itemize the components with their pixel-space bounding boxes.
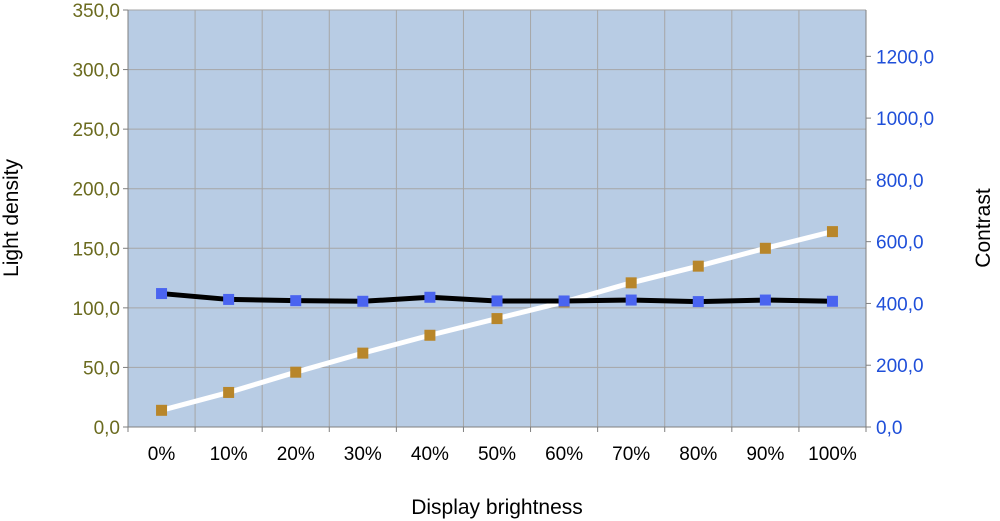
plot-area — [128, 10, 866, 427]
x-tick-label: 50% — [478, 444, 516, 465]
x-tick-label: 70% — [612, 444, 650, 465]
series-right-point — [357, 295, 369, 307]
x-tick-label: 10% — [210, 444, 248, 465]
y-left-axis-title: Light density — [0, 159, 23, 277]
series-right-point — [759, 294, 771, 306]
y-left-tick-label: 0,0 — [94, 418, 120, 439]
y-left-tick-label: 150,0 — [72, 239, 120, 260]
y-right-axis-title: Contrast — [972, 188, 995, 268]
y-right-tick-label: 200,0 — [876, 356, 924, 377]
series-left-point — [290, 366, 302, 378]
series-right-point — [156, 288, 168, 300]
y-left-tick-label: 350,0 — [72, 1, 120, 22]
x-tick-label: 90% — [746, 444, 784, 465]
series-left-point — [357, 347, 369, 359]
series-left-point — [424, 329, 436, 341]
grid — [127, 9, 867, 428]
x-tick-label: 80% — [679, 444, 717, 465]
series-right-point — [558, 295, 570, 307]
series-right-point — [692, 296, 704, 308]
y-left-tick-label: 50,0 — [83, 358, 120, 379]
series-left-point — [692, 260, 704, 272]
series-left-point — [759, 242, 771, 254]
series-layer — [156, 226, 838, 416]
series-left-point — [223, 386, 235, 398]
x-tick-label: 0% — [148, 444, 176, 465]
series-right-point — [424, 291, 436, 303]
x-tick-label: 20% — [277, 444, 315, 465]
series-right-point — [625, 294, 637, 306]
axes — [123, 9, 871, 432]
y-left-tick-label: 300,0 — [72, 61, 120, 82]
series-right-point — [223, 293, 235, 305]
x-tick-label: 30% — [344, 444, 382, 465]
x-tick-label: 100% — [808, 444, 857, 465]
y-right-tick-label: 1200,0 — [876, 47, 934, 68]
x-tick-label: 60% — [545, 444, 583, 465]
y-right-tick-label: 600,0 — [876, 233, 924, 254]
y-left-tick-label: 200,0 — [72, 180, 120, 201]
x-tick-label: 40% — [411, 444, 449, 465]
series-right-point — [491, 295, 503, 307]
x-axis-title: Display brightness — [411, 496, 583, 519]
y-right-tick-label: 0,0 — [876, 418, 902, 439]
tick-labels: 0,0 50,0 100,0 150,0 200,0 250,0 300,0 350,0 0,0… — [72, 1, 934, 465]
series-left-point — [826, 226, 838, 238]
y-right-tick-label: 800,0 — [876, 171, 924, 192]
series-left-point — [625, 277, 637, 289]
y-right-tick-label: 400,0 — [876, 294, 924, 315]
series-right-point — [826, 295, 838, 307]
series-left-point — [491, 313, 503, 325]
series-left-point — [156, 404, 168, 416]
y-right-tick-label: 1000,0 — [876, 109, 934, 130]
series-right-point — [290, 295, 302, 307]
y-left-tick-label: 100,0 — [72, 299, 120, 320]
y-left-tick-label: 250,0 — [72, 120, 120, 141]
